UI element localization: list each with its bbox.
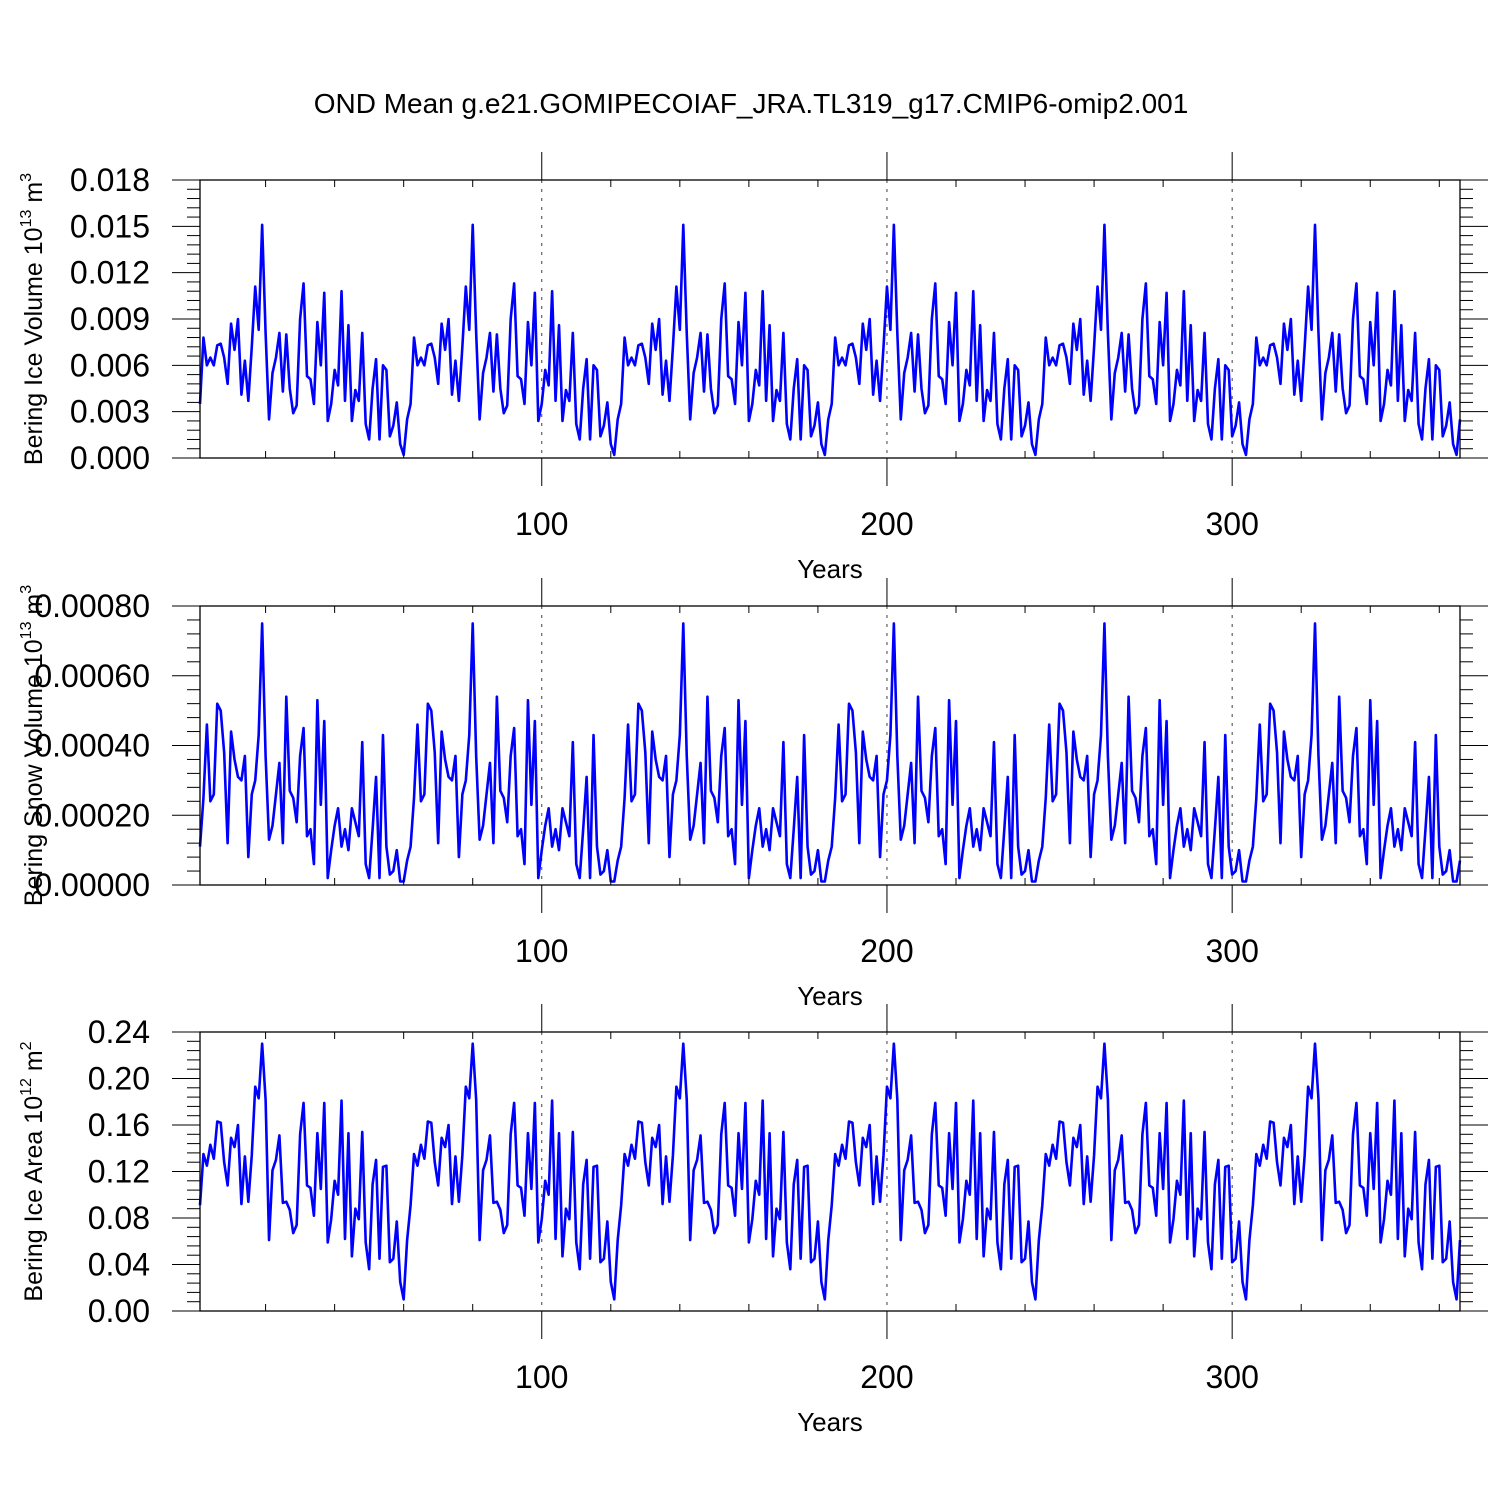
x-tick-label: 100 — [515, 933, 568, 969]
y-tick-label: 0.00020 — [34, 797, 150, 833]
y-axis-title-exponent: 12 — [18, 1078, 35, 1096]
x-tick-label: 200 — [860, 933, 913, 969]
x-axis-title: Years — [797, 981, 863, 1011]
x-tick-label: 300 — [1205, 506, 1258, 542]
x-tick-label: 300 — [1205, 933, 1258, 969]
y-axis-title-main: Bering Ice Volume 10 — [20, 227, 48, 465]
y-axis-title-unit: m — [20, 182, 48, 210]
y-axis-title-main: Bering Ice Area 10 — [20, 1096, 48, 1302]
y-tick-label: 0.000 — [70, 440, 150, 476]
x-tick-label: 100 — [515, 506, 568, 542]
panel-ice-volume: 100 200 300 Years 0.000 0.003 0.006 0.009 0.012 0… — [18, 152, 1488, 584]
x-axis-title: Years — [797, 554, 863, 584]
y-axis-title-exponent: 13 — [18, 210, 35, 228]
y-axis-title: Bering Snow Volume 1013 m3 — [18, 585, 48, 906]
y-tick-label: 0.16 — [88, 1107, 150, 1143]
x-tick-label: 200 — [860, 506, 913, 542]
y-tick-label: 0.018 — [70, 162, 150, 198]
y-axis-title-unit-exponent: 2 — [18, 1041, 35, 1050]
y-tick-label: 0.015 — [70, 208, 150, 244]
y-tick-label: 0.12 — [88, 1154, 150, 1190]
series-line-snow-volume — [198, 622, 1462, 883]
y-tick-label: 0.00080 — [34, 588, 150, 624]
series-line-ice-area — [198, 1042, 1462, 1301]
y-axis-title-unit: m — [20, 594, 48, 622]
y-axis-title-main: Bering Snow Volume 10 — [20, 639, 48, 906]
y-axis-title-exponent: 13 — [18, 621, 35, 639]
y-tick-label: 0.20 — [88, 1061, 150, 1097]
y-axis-title: Bering Ice Area 1012 m2 — [18, 1041, 48, 1301]
panel-ice-area: 100 200 300 Years 0.00 0.04 0.08 0.12 0.16 0.20 0.… — [18, 1004, 1488, 1437]
y-tick-label: 0.00 — [88, 1293, 150, 1329]
y-axis-title: Bering Ice Volume 1013 m3 — [18, 173, 48, 465]
x-tick-label: 300 — [1205, 1359, 1258, 1395]
chart-title: OND Mean g.e21.GOMIPECOIAF_JRA.TL319_g17… — [314, 88, 1189, 119]
panel-snow-volume: 100 200 300 Years 0.00000 0.00020 0.00040 0.000… — [18, 578, 1488, 1011]
x-axis-title: Years — [797, 1407, 863, 1437]
y-tick-label: 0.04 — [88, 1247, 150, 1283]
y-tick-label: 0.00040 — [34, 728, 150, 764]
y-tick-label: 0.00060 — [34, 658, 150, 694]
y-tick-label: 0.012 — [70, 255, 150, 291]
y-tick-label: 0.006 — [70, 347, 150, 383]
x-tick-label: 200 — [860, 1359, 913, 1395]
y-tick-label: 0.003 — [70, 394, 150, 430]
x-tick-label: 100 — [515, 1359, 568, 1395]
y-tick-label: 0.009 — [70, 301, 150, 337]
y-tick-label: 0.24 — [88, 1014, 150, 1050]
y-tick-label: 0.00000 — [34, 867, 150, 903]
y-tick-label: 0.08 — [88, 1200, 150, 1236]
y-axis-title-unit: m — [20, 1050, 48, 1078]
plot-frame — [199, 605, 1461, 886]
y-axis-title-unit-exponent: 3 — [18, 173, 35, 182]
y-axis-title-unit-exponent: 3 — [18, 585, 35, 594]
plot-frame — [199, 1031, 1461, 1312]
series-line-ice-volume — [198, 223, 1462, 457]
